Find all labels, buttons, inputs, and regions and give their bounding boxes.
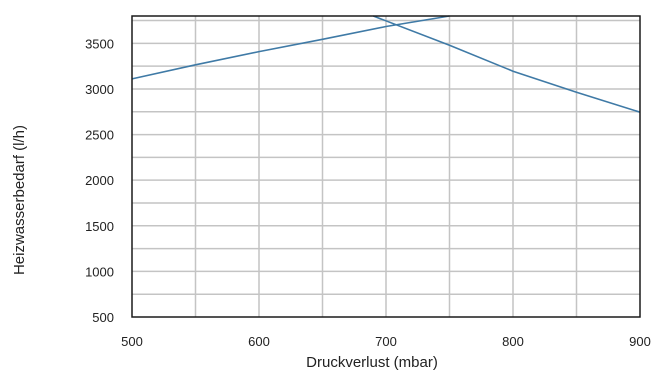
y-tick-label: 2500 xyxy=(85,128,114,143)
x-tick-label: 600 xyxy=(248,334,270,349)
y-tick-label: 3000 xyxy=(85,82,114,97)
y-axis-label: Heizwasserbedarf (l/h) xyxy=(11,125,28,275)
series-line-2 xyxy=(373,15,641,113)
x-tick-label: 900 xyxy=(629,334,651,349)
y-tick-label: 1000 xyxy=(85,264,114,279)
grid-lines xyxy=(132,16,640,317)
x-tick-label: 800 xyxy=(502,334,524,349)
x-tick-label: 500 xyxy=(121,334,143,349)
plot-frame xyxy=(131,15,641,318)
y-axis-ticks: 500 1000 1500 2000 2500 3000 3500 xyxy=(85,36,114,325)
y-tick-label: 3500 xyxy=(85,36,114,51)
y-tick-label: 500 xyxy=(92,310,114,325)
y-tick-label: 1500 xyxy=(85,219,114,234)
x-axis-ticks: 500 600 700 800 900 xyxy=(121,334,651,349)
data-series xyxy=(131,15,641,113)
y-tick-label: 2000 xyxy=(85,173,114,188)
x-tick-label: 700 xyxy=(375,334,397,349)
series-line-1 xyxy=(131,15,450,80)
x-axis-label: Druckverlust (mbar) xyxy=(306,354,438,371)
